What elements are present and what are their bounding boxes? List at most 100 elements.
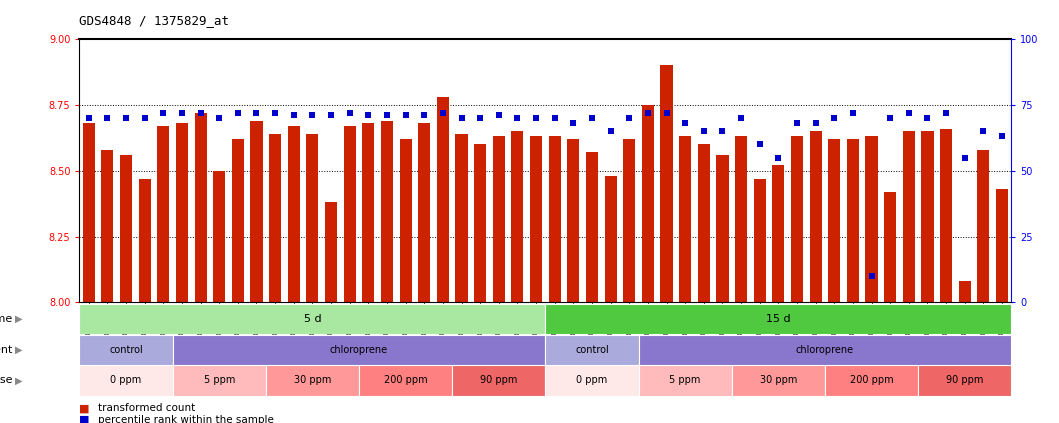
Bar bbox=[173, 335, 545, 365]
Bar bbox=[642, 105, 654, 302]
Point bbox=[751, 141, 768, 148]
Bar bbox=[120, 155, 132, 302]
Point bbox=[714, 128, 731, 135]
Point bbox=[471, 115, 488, 121]
Point bbox=[285, 112, 302, 119]
Point bbox=[360, 112, 377, 119]
Point bbox=[826, 115, 843, 121]
Bar bbox=[918, 365, 1011, 396]
Bar bbox=[343, 126, 356, 302]
Bar bbox=[436, 97, 449, 302]
Text: 200 ppm: 200 ppm bbox=[849, 376, 894, 385]
Bar bbox=[79, 304, 545, 334]
Bar bbox=[545, 335, 639, 365]
Text: control: control bbox=[109, 345, 143, 355]
Point bbox=[155, 109, 172, 116]
Bar bbox=[828, 139, 841, 302]
Bar bbox=[232, 139, 244, 302]
Text: 200 ppm: 200 ppm bbox=[383, 376, 428, 385]
Bar bbox=[266, 365, 359, 396]
Point bbox=[621, 115, 638, 121]
Bar bbox=[679, 137, 692, 302]
Bar bbox=[995, 189, 1008, 302]
Bar bbox=[732, 365, 825, 396]
Text: 0 ppm: 0 ppm bbox=[576, 376, 608, 385]
Text: 5 d: 5 d bbox=[304, 314, 321, 324]
Bar bbox=[661, 65, 672, 302]
Point bbox=[807, 120, 824, 126]
Text: agent: agent bbox=[0, 345, 13, 355]
Point bbox=[770, 154, 787, 161]
Point bbox=[341, 109, 358, 116]
Bar bbox=[825, 365, 918, 396]
Bar bbox=[176, 123, 189, 302]
Point bbox=[397, 112, 414, 119]
Point bbox=[323, 112, 340, 119]
Point bbox=[267, 109, 284, 116]
Bar bbox=[639, 335, 1011, 365]
Bar bbox=[492, 137, 505, 302]
Point bbox=[584, 115, 600, 121]
Bar bbox=[735, 137, 748, 302]
Bar bbox=[325, 202, 337, 302]
Bar bbox=[698, 144, 710, 302]
Point bbox=[882, 115, 899, 121]
Point bbox=[230, 109, 247, 116]
Bar bbox=[83, 123, 95, 302]
Point bbox=[137, 115, 154, 121]
Point bbox=[975, 128, 992, 135]
Bar bbox=[362, 123, 375, 302]
Point bbox=[696, 128, 713, 135]
Point bbox=[564, 120, 581, 126]
Point bbox=[546, 115, 563, 121]
Point bbox=[993, 133, 1010, 140]
Point bbox=[603, 128, 620, 135]
Bar bbox=[977, 150, 989, 302]
Point bbox=[509, 115, 526, 121]
Point bbox=[98, 115, 115, 121]
Bar bbox=[381, 121, 393, 302]
Point bbox=[527, 115, 544, 121]
Bar bbox=[639, 365, 732, 396]
Bar bbox=[902, 131, 915, 302]
Point bbox=[863, 273, 880, 280]
Text: ■: ■ bbox=[79, 403, 93, 413]
Point bbox=[211, 115, 228, 121]
Text: control: control bbox=[575, 345, 609, 355]
Bar bbox=[306, 134, 319, 302]
Bar bbox=[173, 365, 266, 396]
Text: 0 ppm: 0 ppm bbox=[110, 376, 142, 385]
Bar bbox=[250, 121, 263, 302]
Text: chloroprene: chloroprene bbox=[330, 345, 388, 355]
Text: dose: dose bbox=[0, 376, 13, 385]
Text: 15 d: 15 d bbox=[766, 314, 791, 324]
Bar bbox=[195, 113, 207, 302]
Text: 30 ppm: 30 ppm bbox=[759, 376, 797, 385]
Text: GDS4848 / 1375829_at: GDS4848 / 1375829_at bbox=[79, 14, 230, 27]
Bar bbox=[865, 137, 878, 302]
Text: 30 ppm: 30 ppm bbox=[293, 376, 331, 385]
Bar bbox=[139, 179, 150, 302]
Point bbox=[453, 115, 470, 121]
Point bbox=[416, 112, 433, 119]
Bar bbox=[605, 176, 616, 302]
Text: percentile rank within the sample: percentile rank within the sample bbox=[98, 415, 274, 423]
Text: chloroprene: chloroprene bbox=[796, 345, 854, 355]
Bar bbox=[940, 129, 952, 302]
Point bbox=[118, 115, 134, 121]
Text: 90 ppm: 90 ppm bbox=[480, 376, 518, 385]
Point bbox=[80, 115, 97, 121]
Text: 90 ppm: 90 ppm bbox=[946, 376, 984, 385]
Text: 5 ppm: 5 ppm bbox=[669, 376, 701, 385]
Bar bbox=[359, 365, 452, 396]
Point bbox=[490, 112, 507, 119]
Point bbox=[304, 112, 321, 119]
Bar bbox=[79, 335, 173, 365]
Bar bbox=[399, 139, 412, 302]
Point bbox=[248, 109, 265, 116]
Point bbox=[733, 115, 750, 121]
Text: time: time bbox=[0, 314, 13, 324]
Bar bbox=[474, 144, 486, 302]
Bar bbox=[269, 134, 282, 302]
Text: 5 ppm: 5 ppm bbox=[203, 376, 235, 385]
